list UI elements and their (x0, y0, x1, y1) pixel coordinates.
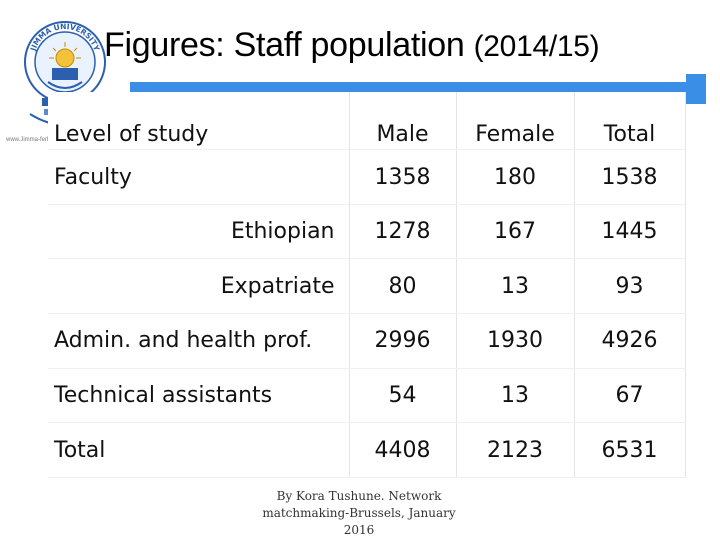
row-label: Expatriate (48, 258, 350, 315)
cell-male: 80 (349, 258, 457, 315)
title-year: (2014/15) (473, 30, 600, 63)
table-row: Faculty 1358 180 1538 (48, 149, 686, 205)
row-label: Admin. and health prof. (48, 313, 350, 369)
cell-female: 1930 (456, 313, 575, 369)
cell-male: 1358 (349, 149, 457, 205)
cell-total: 4926 (574, 313, 686, 369)
cell-female: 13 (456, 258, 575, 315)
title-accent-block (686, 74, 706, 104)
page-title: Figures: Staff population (2014/15) (104, 26, 600, 65)
table-row: Technical assistants 54 13 67 (48, 368, 686, 424)
title-main: Figures: Staff population (104, 26, 465, 64)
logo-url-text: www.Jimma-ferhaa.com.et (6, 137, 77, 143)
slide-footer: By Kora Tushune. Network matchmaking-Bru… (258, 488, 460, 539)
row-label: Faculty (48, 149, 350, 205)
row-label: Ethiopian (48, 204, 350, 260)
footer-line-2: matchmaking-Brussels, January (262, 506, 456, 520)
header-female: Female (456, 92, 575, 151)
table-row: Ethiopian 1278 167 1445 (48, 204, 686, 260)
table-row: Admin. and health prof. 2996 1930 4926 (48, 313, 686, 369)
staff-population-table: Level of study Male Female Total Faculty… (48, 92, 686, 478)
table-header-row: Level of study Male Female Total (48, 92, 686, 151)
cell-male: 4408 (349, 422, 457, 478)
cell-male: 2996 (349, 313, 457, 369)
cell-total: 67 (574, 368, 686, 424)
footer-line-3: 2016 (343, 523, 375, 537)
cell-total: 1538 (574, 149, 686, 205)
cell-total: 93 (574, 258, 686, 315)
cell-male: 1278 (349, 204, 457, 260)
cell-total: 6531 (574, 422, 686, 478)
cell-total: 1445 (574, 204, 686, 260)
row-label: Technical assistants (48, 368, 350, 424)
cell-female: 167 (456, 204, 575, 260)
header-level-of-study: Level of study (48, 92, 350, 151)
cell-female: 2123 (456, 422, 575, 478)
cell-female: 13 (456, 368, 575, 424)
header-male: Male (349, 92, 457, 151)
row-label: Total (48, 422, 350, 478)
table-row: Expatriate 80 13 93 (48, 258, 686, 315)
cell-male: 54 (349, 368, 457, 424)
table-row: Total 4408 2123 6531 (48, 422, 686, 478)
header-total: Total (574, 92, 686, 151)
cell-female: 180 (456, 149, 575, 205)
footer-line-1: By Kora Tushune. Network (276, 489, 442, 503)
